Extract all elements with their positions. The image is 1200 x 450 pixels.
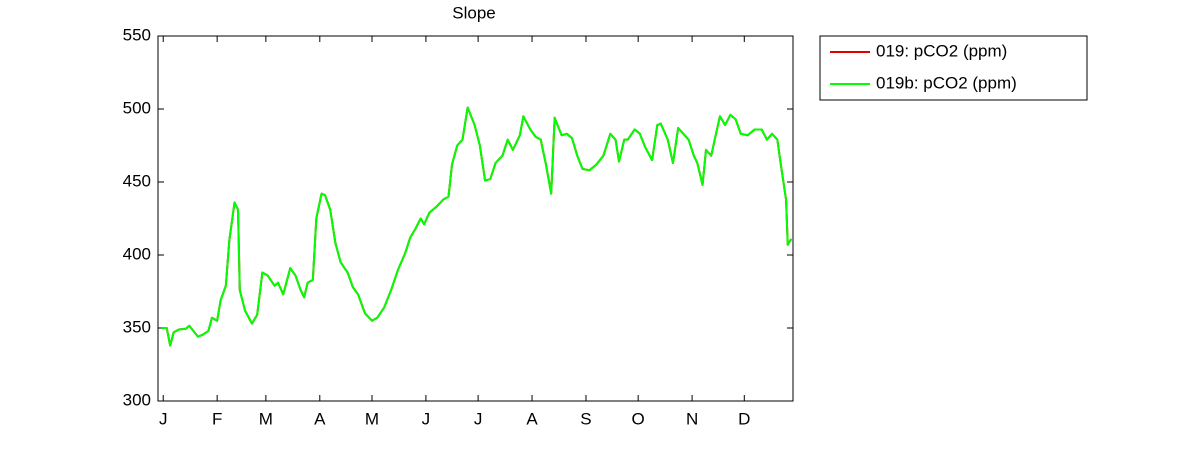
- x-tick-label: M: [259, 409, 273, 428]
- x-tick-label: O: [632, 409, 645, 428]
- chart-title: Slope: [452, 3, 495, 22]
- x-tick-label: S: [580, 409, 591, 428]
- x-tick-label: M: [365, 409, 379, 428]
- legend-label: 019b: pCO2 (ppm): [876, 73, 1017, 92]
- x-tick-label: D: [738, 409, 750, 428]
- plot-frame: [157, 35, 794, 402]
- x-tick-label: A: [526, 409, 538, 428]
- legend-label: 019: pCO2 (ppm): [876, 41, 1007, 60]
- x-tick-label: F: [212, 409, 222, 428]
- data-line: [161, 106, 793, 347]
- y-tick-label: 300: [123, 390, 151, 409]
- y-tick-label: 500: [123, 98, 151, 117]
- y-tick-label: 550: [123, 25, 151, 44]
- x-tick-label: N: [686, 409, 698, 428]
- y-tick-label: 350: [123, 317, 151, 336]
- x-tick-label: J: [159, 409, 168, 428]
- x-tick-label: J: [422, 409, 431, 428]
- x-tick-label: A: [314, 409, 326, 428]
- y-tick-label: 400: [123, 244, 151, 263]
- x-tick-label: J: [474, 409, 483, 428]
- legend-box: [819, 35, 1088, 101]
- y-tick-label: 450: [123, 171, 151, 190]
